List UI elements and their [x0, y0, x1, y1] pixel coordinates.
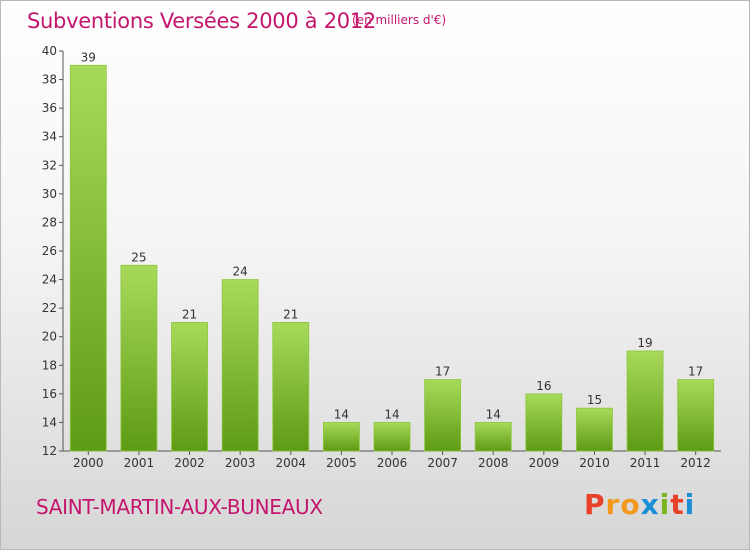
logo-letter: x — [640, 488, 660, 521]
bar — [373, 422, 411, 452]
chart-subtitle: (en milliers d'€) — [352, 13, 447, 27]
commune-name: SAINT-MARTIN-AUX-BUNEAUX — [36, 495, 323, 519]
logo-letter: t — [670, 488, 685, 521]
bar — [677, 379, 715, 452]
logo-letter: r — [605, 488, 621, 521]
x-tick-label: 2004 — [275, 456, 306, 470]
x-tick-label: 2001 — [124, 456, 155, 470]
x-tick-label: 2007 — [427, 456, 458, 470]
bar — [322, 422, 360, 452]
x-tick-label: 2006 — [377, 456, 408, 470]
bar-value-label: 14 — [486, 407, 501, 421]
bar-value-label: 17 — [435, 365, 450, 379]
y-tick-label: 12 — [42, 444, 57, 458]
bar — [525, 393, 563, 452]
proxiti-logo: Proxiti — [584, 488, 695, 521]
y-tick-label: 18 — [42, 358, 57, 372]
logo-letter: i — [659, 488, 671, 521]
bar-value-label: 16 — [536, 379, 551, 393]
logo-letter: i — [684, 488, 696, 521]
y-tick-label: 38 — [42, 73, 57, 87]
x-tick-label: 2012 — [680, 456, 711, 470]
chart-title: Subventions Versées 2000 à 2012 — [27, 9, 376, 33]
y-tick-label: 28 — [42, 215, 57, 229]
x-tick-label: 2002 — [174, 456, 205, 470]
x-tick-label: 2009 — [529, 456, 560, 470]
bar-value-label: 17 — [688, 365, 703, 379]
y-tick-label: 22 — [42, 301, 57, 315]
y-tick-label: 26 — [42, 244, 57, 258]
y-tick-label: 14 — [42, 415, 57, 429]
y-tick-label: 36 — [42, 101, 57, 115]
x-tick-label: 2011 — [630, 456, 661, 470]
bar — [576, 407, 613, 452]
y-tick-label: 24 — [42, 273, 57, 287]
bar — [120, 264, 158, 452]
x-tick-label: 2008 — [478, 456, 509, 470]
y-tick-label: 16 — [42, 387, 57, 401]
bar — [69, 64, 107, 452]
x-tick-label: 2003 — [225, 456, 256, 470]
logo-letter: o — [620, 488, 641, 521]
bar-value-label: 14 — [384, 407, 399, 421]
bar-value-label: 15 — [587, 393, 602, 407]
bar — [626, 350, 664, 452]
y-tick-label: 30 — [42, 187, 57, 201]
bar-value-label: 39 — [81, 50, 96, 64]
y-tick-label: 32 — [42, 158, 57, 172]
bar-value-label: 14 — [334, 407, 349, 421]
bar — [424, 379, 462, 452]
y-tick-label: 34 — [42, 130, 57, 144]
y-tick-label: 40 — [42, 44, 57, 58]
bar — [474, 422, 512, 452]
bar-value-label: 25 — [131, 250, 146, 264]
x-tick-label: 2010 — [579, 456, 610, 470]
bar — [272, 322, 310, 452]
x-tick-label: 2005 — [326, 456, 357, 470]
logo-letter: P — [584, 488, 606, 521]
bar-value-label: 24 — [233, 265, 248, 279]
y-tick-label: 20 — [42, 330, 57, 344]
bar — [221, 279, 259, 452]
bar-value-label: 21 — [182, 307, 197, 321]
bar-value-label: 21 — [283, 307, 298, 321]
x-tick-label: 2000 — [73, 456, 104, 470]
bar — [171, 322, 208, 452]
bar-value-label: 19 — [637, 336, 652, 350]
